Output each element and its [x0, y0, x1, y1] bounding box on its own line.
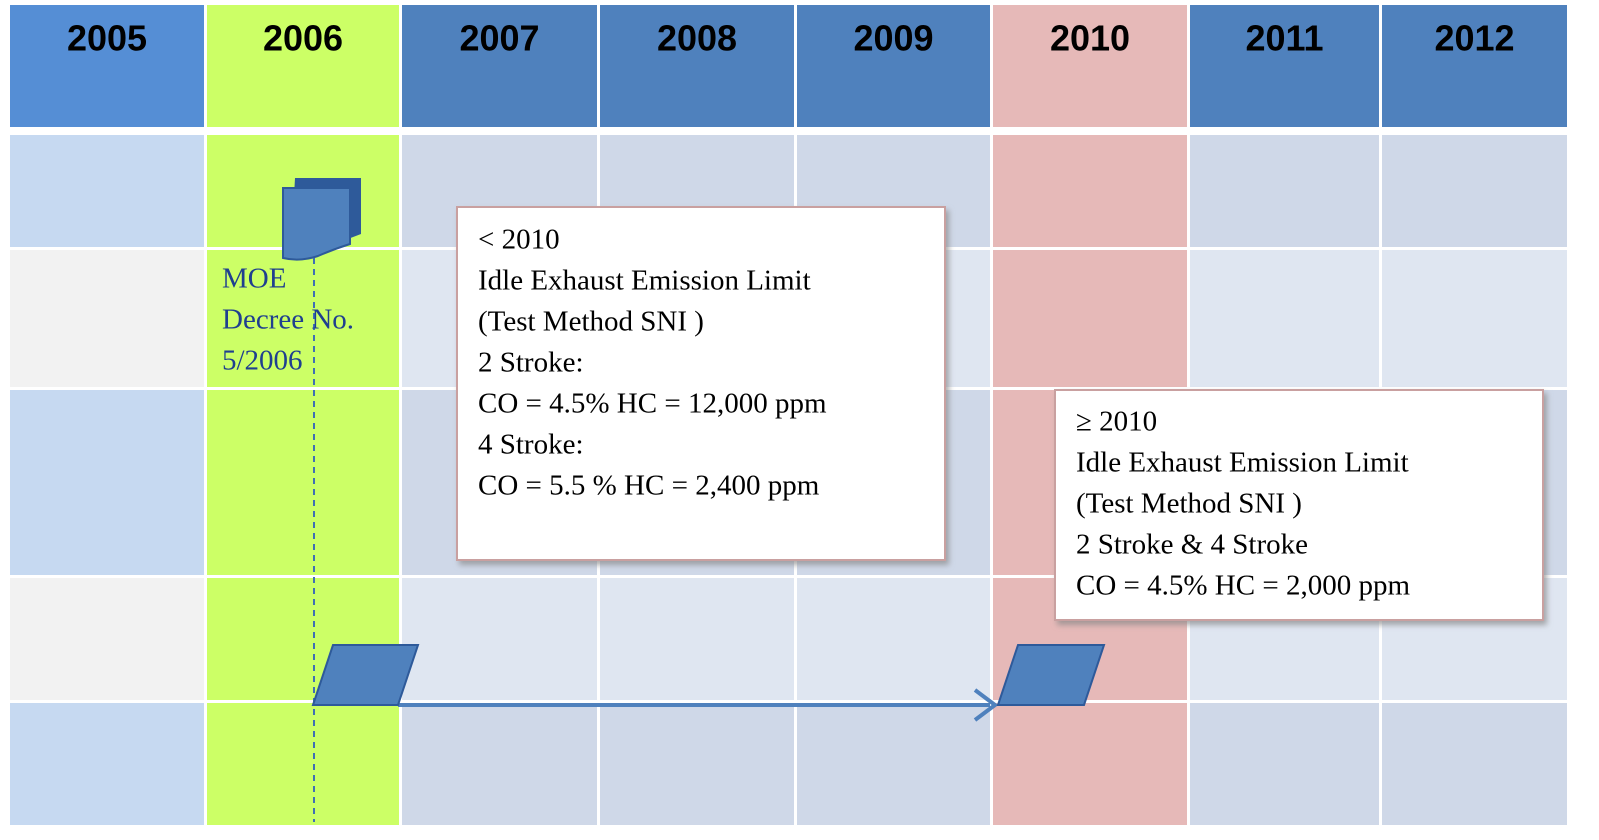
body-cell	[10, 135, 204, 247]
decree-text: MOE	[222, 263, 286, 295]
body-cell	[207, 390, 399, 575]
note-box	[456, 206, 946, 561]
arrow-head	[973, 688, 999, 722]
body-cell	[207, 250, 399, 387]
year-label: 2008	[657, 18, 737, 59]
header-cell	[402, 5, 597, 127]
decree-text: Decree No.	[222, 304, 354, 336]
note-text: CO = 4.5% HC = 2,000 ppm	[1076, 570, 1410, 602]
year-label: 2005	[67, 18, 147, 59]
body-cell	[402, 703, 597, 825]
header-cell	[1190, 5, 1379, 127]
body-cell	[600, 703, 794, 825]
year-label: 2011	[1245, 18, 1323, 59]
note-text: (Test Method SNI )	[478, 306, 704, 338]
body-cell	[993, 250, 1187, 387]
note-text: 2 Stroke:	[478, 347, 584, 379]
note-text: CO = 4.5% HC = 12,000 ppm	[478, 388, 827, 420]
note-box	[1054, 389, 1544, 621]
body-cell	[1382, 250, 1567, 387]
note-text: ≥ 2010	[1076, 406, 1157, 438]
body-cell	[1190, 703, 1379, 825]
body-cell	[993, 135, 1187, 247]
decree-text: 5/2006	[222, 345, 303, 377]
body-cell	[1382, 135, 1567, 247]
body-cell	[10, 578, 204, 700]
body-cell	[600, 578, 794, 700]
start-marker	[311, 644, 420, 706]
annotations: MOE Decree No. 5/2006 < 2010 Idle Exhaust Em…	[222, 178, 1544, 822]
body-cell	[797, 578, 990, 700]
header-cell	[993, 5, 1187, 127]
header-cell	[207, 5, 399, 127]
year-label: 2010	[1050, 18, 1130, 59]
body-cell	[1190, 250, 1379, 387]
body-cell	[1382, 703, 1567, 825]
doc-icon	[282, 187, 351, 261]
note-text: CO = 5.5 % HC = 2,400 ppm	[478, 470, 820, 502]
header-cell	[600, 5, 794, 127]
body-cell	[10, 390, 204, 575]
header-cell	[10, 5, 204, 127]
body-cell	[993, 703, 1187, 825]
note-text: 2 Stroke & 4 Stroke	[1076, 529, 1308, 561]
body-cell	[10, 250, 204, 387]
year-label: 2009	[853, 18, 933, 59]
body-cell	[797, 703, 990, 825]
year-label: 2007	[459, 18, 539, 59]
note-text: (Test Method SNI )	[1076, 488, 1302, 520]
note-text: < 2010	[478, 224, 560, 256]
year-label: 2012	[1434, 18, 1514, 59]
body-cell	[207, 703, 399, 825]
end-marker	[996, 644, 1106, 706]
year-label: 2006	[263, 18, 343, 59]
body-cell	[10, 703, 204, 825]
note-text: Idle Exhaust Emission Limit	[1076, 447, 1409, 479]
body-cell	[1190, 135, 1379, 247]
header-cell	[797, 5, 990, 127]
header-cell	[1382, 5, 1567, 127]
note-text: 4 Stroke:	[478, 429, 584, 461]
body-cell	[402, 578, 597, 700]
note-text: Idle Exhaust Emission Limit	[478, 265, 811, 297]
